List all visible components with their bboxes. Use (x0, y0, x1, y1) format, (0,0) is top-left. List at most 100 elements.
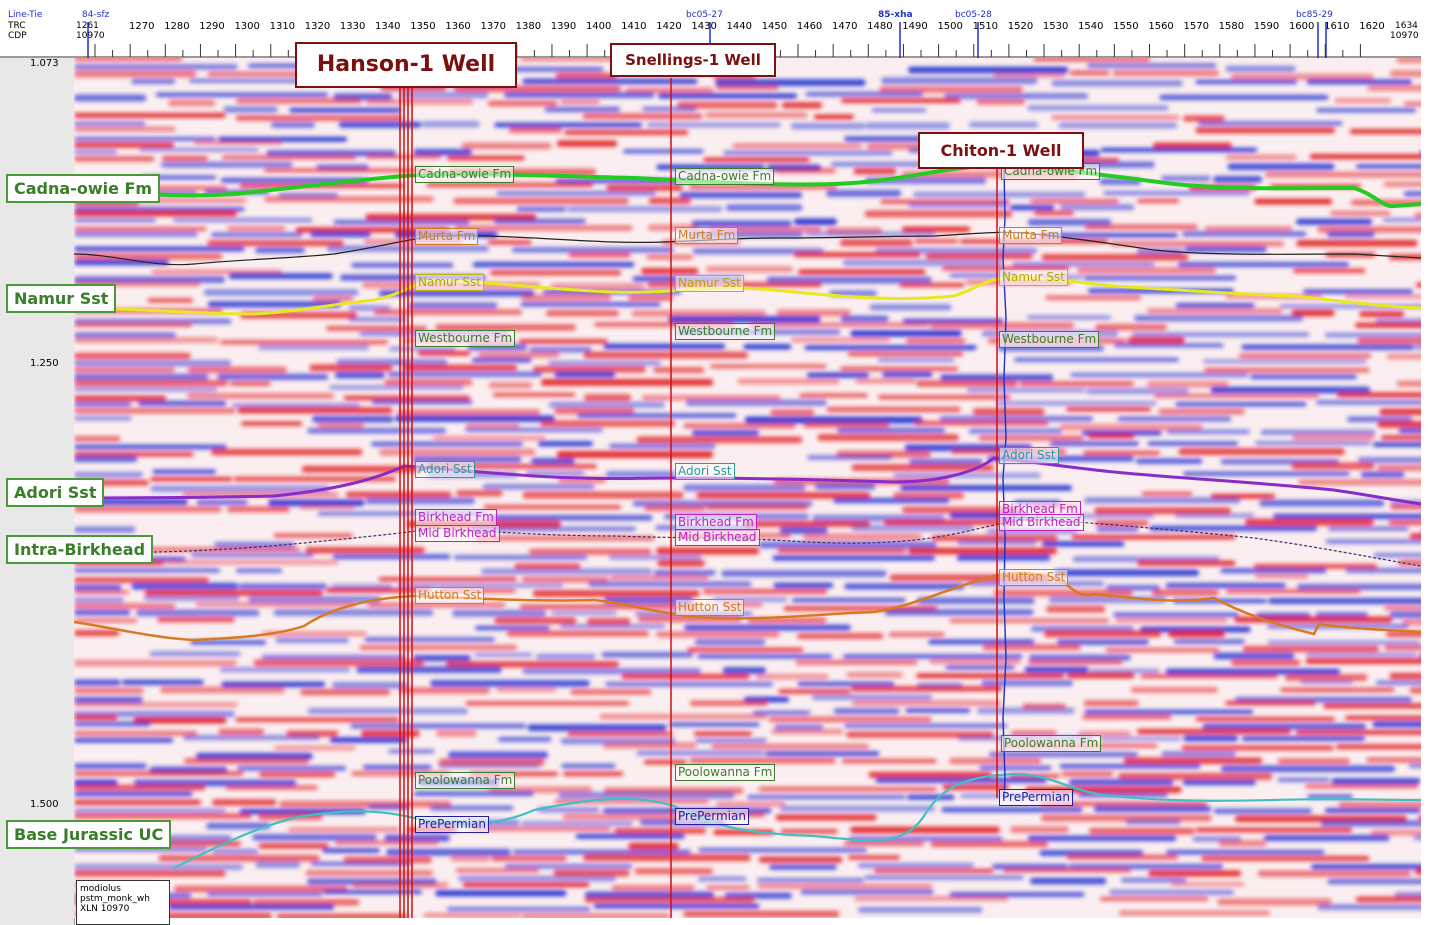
trace-tick-label: 1530 (1042, 21, 1069, 32)
trace-tick-label: 1620 (1359, 21, 1385, 32)
horizon-label[interactable]: Intra-Birkhead (6, 535, 154, 564)
well-pick[interactable]: Murta Fm (999, 227, 1063, 244)
seismic-section[interactable]: Cadna-owie Fm Murta Fm Namur Sst Westbou… (74, 58, 1421, 918)
tie-line-label[interactable]: 84-sfz (82, 10, 110, 20)
reflection-band (988, 751, 1139, 758)
reflection-band (685, 399, 827, 406)
well-pick[interactable]: Cadna-owie Fm (675, 168, 775, 185)
reflection-band (949, 758, 1042, 765)
reflection-band (1131, 332, 1310, 337)
reflection-band (843, 723, 1008, 729)
reflection-band (1357, 337, 1421, 344)
well-pick[interactable]: Namur Sst (999, 269, 1068, 286)
reflection-band (1379, 408, 1421, 416)
reflection-band (1028, 654, 1131, 661)
reflection-band (233, 476, 397, 482)
reflection-band (152, 469, 217, 475)
reflection-band (687, 647, 804, 653)
well-pick[interactable]: Birkhead Fm (415, 509, 497, 526)
horizon-label[interactable]: Base Jurassic UC (6, 820, 172, 849)
well-pick[interactable]: Poolowanna Fm (675, 764, 776, 781)
reflection-band (553, 869, 630, 877)
tie-line-label[interactable]: bc05-27 (686, 10, 723, 20)
reflection-band (226, 506, 290, 513)
reflection-band (777, 548, 907, 554)
well-pick[interactable]: Westbourne Fm (415, 330, 516, 347)
trace-tick-label: 1480 (867, 21, 893, 32)
well-pick[interactable]: Namur Sst (675, 275, 744, 292)
reflection-band (203, 289, 359, 296)
reflection-band (1210, 386, 1371, 394)
reflection-band (74, 415, 132, 421)
well-pick[interactable]: Poolowanna Fm (415, 772, 516, 789)
reflection-band (1030, 625, 1134, 632)
snellings-well-title[interactable]: Snellings-1 Well (610, 43, 776, 77)
well-pick[interactable]: Hutton Sst (675, 599, 745, 616)
well-pick[interactable]: Adori Sst (415, 461, 475, 478)
reflection-band (488, 514, 653, 521)
well-pick[interactable]: Mid Birkhead (999, 514, 1084, 531)
reflection-band (74, 771, 244, 777)
reflection-band (386, 848, 511, 856)
reflection-band (1202, 359, 1367, 364)
reflection-band (1201, 855, 1370, 862)
reflection-band (1303, 289, 1414, 294)
well-pick[interactable]: Birkhead Fm (999, 501, 1081, 518)
line-tie-label: Line-Tie (8, 10, 43, 20)
reflection-band (74, 609, 131, 616)
reflection-band (843, 841, 925, 846)
tie-line-label[interactable]: 85-xha (878, 10, 913, 20)
well-pick[interactable]: Westbourne Fm (675, 323, 776, 340)
reflection-band (270, 121, 315, 128)
tie-line-label[interactable]: bc05-28 (955, 10, 992, 20)
well-pick[interactable]: Cadna-owie Fm (415, 166, 515, 183)
tie-line-label[interactable]: bc85-29 (1296, 10, 1333, 20)
reflection-band (522, 491, 684, 499)
well-pick[interactable]: Adori Sst (675, 463, 735, 480)
reflection-band (1054, 569, 1200, 577)
reflection-band (657, 560, 705, 567)
reflection-band (1106, 584, 1161, 591)
well-pick[interactable]: Mid Birkhead (415, 525, 500, 542)
reflection-band (74, 387, 218, 392)
reflection-band (300, 689, 391, 696)
well-pick[interactable]: PrePermian (999, 789, 1073, 806)
reflection-band (541, 378, 714, 386)
well-pick[interactable]: PrePermian (675, 808, 749, 825)
hutton-horizon (74, 571, 1421, 642)
right-border (1421, 0, 1431, 925)
reflection-band (1372, 442, 1421, 447)
reflection-band (641, 395, 781, 401)
reflection-band (790, 337, 891, 343)
reflection-band (1414, 343, 1421, 351)
well-pick[interactable]: Mid Birkhead (675, 529, 760, 546)
well-pick[interactable]: Hutton Sst (415, 587, 485, 604)
well-pick[interactable]: Adori Sst (999, 447, 1059, 464)
reflection-band (1264, 171, 1421, 178)
well-pick[interactable]: PrePermian (415, 816, 489, 833)
horizon-label[interactable]: Adori Sst (6, 478, 105, 507)
reflection-band (905, 338, 966, 344)
horizon-label[interactable]: Cadna-owie Fm (6, 174, 161, 203)
reflection-band (697, 654, 833, 659)
reflection-band (1305, 658, 1421, 664)
reflection-band (373, 309, 523, 315)
reflection-band (1292, 434, 1375, 441)
chiton-well-title[interactable]: Chiton-1 Well (918, 132, 1084, 169)
reflection-band (193, 140, 283, 145)
well-pick[interactable]: Hutton Sst (999, 569, 1069, 586)
reflection-band (1335, 744, 1421, 750)
reflection-band (1118, 772, 1273, 780)
reflection-band (74, 401, 132, 407)
well-pick[interactable]: Poolowanna Fm (1001, 735, 1102, 752)
horizon-label[interactable]: Namur Sst (6, 284, 117, 313)
reflection-band (850, 330, 962, 337)
reflection-band (1033, 58, 1151, 62)
reflection-band (1159, 94, 1329, 101)
well-pick[interactable]: Namur Sst (415, 274, 484, 291)
well-pick[interactable]: Murta Fm (675, 227, 739, 244)
reflection-band (1125, 819, 1181, 825)
hanson-well-title[interactable]: Hanson-1 Well (295, 42, 517, 88)
well-pick[interactable]: Westbourne Fm (999, 331, 1100, 348)
well-pick[interactable]: Murta Fm (415, 228, 479, 245)
